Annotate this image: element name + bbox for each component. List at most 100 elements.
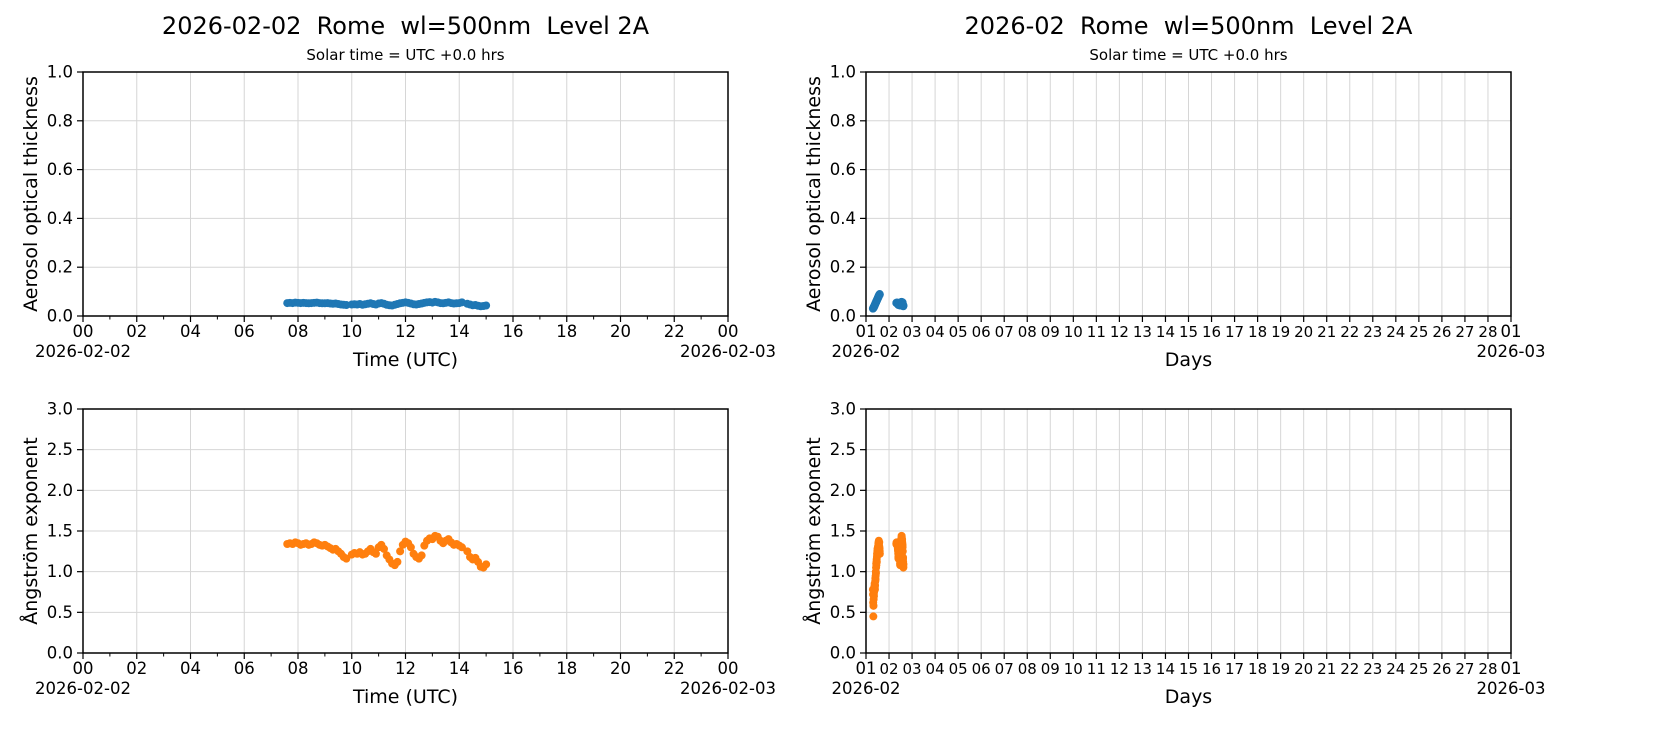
svg-text:20: 20 [1294,660,1313,678]
svg-text:0.6: 0.6 [830,160,856,179]
svg-text:0.2: 0.2 [47,258,73,277]
svg-text:02: 02 [126,322,147,341]
panel-aot-monthly: 2026-02 Rome wl=500nm Level 2A Solar tim… [803,12,1545,371]
svg-text:21: 21 [1317,660,1336,678]
panel-title: 2026-02 Rome wl=500nm Level 2A [964,11,1413,40]
svg-text:06: 06 [972,660,991,678]
svg-text:16: 16 [1202,660,1221,678]
svg-text:0.2: 0.2 [830,258,856,277]
svg-text:01: 01 [856,322,877,341]
svg-text:08: 08 [288,322,309,341]
svg-text:0.4: 0.4 [830,209,856,228]
svg-text:20: 20 [1294,323,1313,341]
svg-text:2.5: 2.5 [830,440,856,459]
svg-text:05: 05 [949,323,968,341]
y-axis-label: Ångström exponent [803,437,825,625]
svg-text:16: 16 [503,322,524,341]
svg-text:1.5: 1.5 [47,522,73,541]
svg-text:19: 19 [1271,660,1290,678]
svg-text:28: 28 [1478,323,1497,341]
svg-text:16: 16 [503,659,524,678]
svg-text:0.4: 0.4 [47,209,73,228]
panel-angstrom-monthly: Ångström exponent 01 02 03 04 05 06 07 08 09 10 11… [803,400,1545,709]
svg-text:15: 15 [1179,323,1198,341]
aot-monthly-plot-canvas: 01 02 03 04 05 06 07 08 09 10 11 12 13 14 15 16 17 18 19 20… [830,63,1522,342]
x-axis-end-date: 2026-03 [1476,679,1546,698]
panel-angstrom-daily: Ångström exponent 00 02 04 06 08 10 12 14 16 18 20… [20,400,776,709]
svg-text:27: 27 [1455,323,1474,341]
svg-text:11: 11 [1087,323,1106,341]
x-axis-end-date: 2026-02-03 [680,679,776,698]
svg-text:07: 07 [995,660,1014,678]
svg-text:09: 09 [1041,323,1060,341]
svg-text:0.5: 0.5 [830,603,856,622]
aot-daily-plot-canvas: 00 02 04 06 08 10 12 14 16 18 20 22 000.00.20.40.60.… [47,63,739,342]
svg-text:23: 23 [1363,323,1382,341]
svg-text:17: 17 [1225,323,1244,341]
x-axis-start-date: 2026-02-02 [35,342,131,361]
svg-text:0.0: 0.0 [47,644,73,663]
svg-text:22: 22 [1340,660,1359,678]
y-axis-label: Aerosol optical thickness [20,76,42,312]
svg-text:02: 02 [879,323,898,341]
svg-text:08: 08 [1018,323,1037,341]
svg-text:26: 26 [1432,660,1451,678]
svg-text:27: 27 [1455,660,1474,678]
svg-text:18: 18 [1248,323,1267,341]
svg-text:0.8: 0.8 [830,111,856,130]
svg-text:22: 22 [664,322,685,341]
svg-text:0.0: 0.0 [830,644,856,663]
svg-text:22: 22 [1340,323,1359,341]
y-axis-label: Aerosol optical thickness [803,76,825,312]
svg-text:0.6: 0.6 [47,160,73,179]
svg-text:14: 14 [1156,323,1175,341]
svg-text:08: 08 [288,659,309,678]
svg-text:04: 04 [180,322,201,341]
svg-text:24: 24 [1386,660,1405,678]
svg-text:25: 25 [1409,323,1428,341]
svg-text:12: 12 [395,322,416,341]
svg-text:2.0: 2.0 [47,481,73,500]
svg-text:17: 17 [1225,660,1244,678]
svg-text:03: 03 [903,323,922,341]
angstrom-monthly-plot-canvas: 01 02 03 04 05 06 07 08 09 10 11 12 13 14 15 16 17 18 19 20… [830,400,1522,679]
svg-text:1.0: 1.0 [830,63,856,82]
svg-text:06: 06 [234,322,255,341]
svg-text:12: 12 [395,659,416,678]
svg-text:1.5: 1.5 [830,522,856,541]
svg-text:0.5: 0.5 [47,603,73,622]
svg-text:22: 22 [664,659,685,678]
svg-text:00: 00 [73,322,94,341]
svg-text:04: 04 [926,323,945,341]
svg-text:3.0: 3.0 [830,400,856,419]
svg-text:19: 19 [1271,323,1290,341]
panel-subtitle: Solar time = UTC +0.0 hrs [306,45,505,64]
x-axis-label: Time (UTC) [352,349,459,371]
svg-text:1.0: 1.0 [47,562,73,581]
svg-text:13: 13 [1133,323,1152,341]
svg-text:11: 11 [1087,660,1106,678]
svg-text:20: 20 [610,322,631,341]
svg-text:25: 25 [1409,660,1428,678]
svg-text:10: 10 [341,659,362,678]
svg-text:18: 18 [556,659,577,678]
svg-text:10: 10 [341,322,362,341]
panel-aot-daily: 2026-02-02 Rome wl=500nm Level 2A Solar … [20,12,776,371]
svg-text:10: 10 [1064,660,1083,678]
svg-text:14: 14 [449,322,470,341]
svg-text:14: 14 [1156,660,1175,678]
svg-text:00: 00 [73,659,94,678]
svg-text:02: 02 [126,659,147,678]
svg-text:05: 05 [949,660,968,678]
svg-text:14: 14 [449,659,470,678]
svg-text:09: 09 [1041,660,1060,678]
svg-text:01: 01 [1501,322,1522,341]
svg-text:0.0: 0.0 [47,307,73,326]
svg-text:04: 04 [180,659,201,678]
x-axis-end-date: 2026-03 [1476,342,1546,361]
svg-text:06: 06 [972,323,991,341]
svg-text:3.0: 3.0 [47,400,73,419]
svg-text:10: 10 [1064,323,1083,341]
svg-text:15: 15 [1179,660,1198,678]
